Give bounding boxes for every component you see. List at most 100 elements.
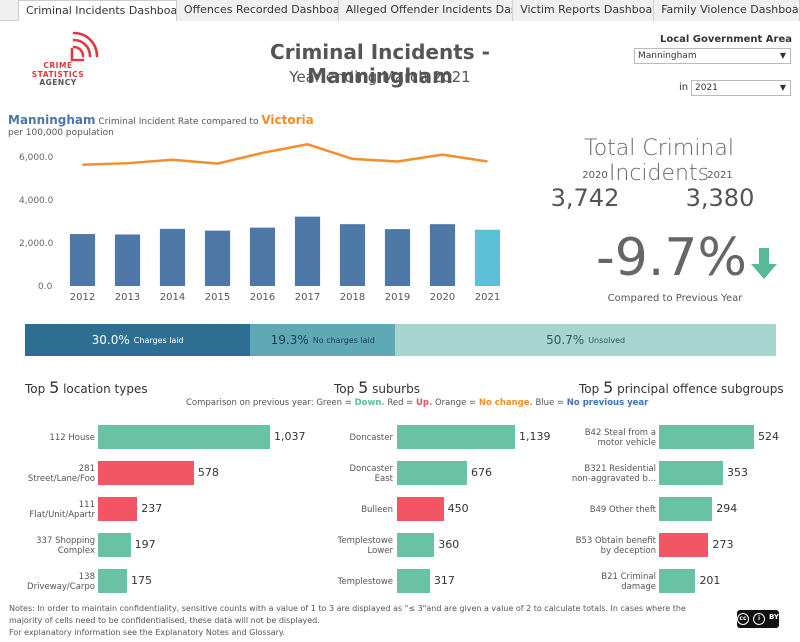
bar-label-line: damage — [621, 582, 656, 592]
y-tick-label: 4,000.0 — [19, 196, 54, 206]
bar-label-line: 111 — [78, 500, 95, 510]
bar[interactable] — [659, 461, 723, 485]
bar-label: Doncaster — [298, 425, 393, 451]
tab-4[interactable]: Family Violence Dashboard — [654, 0, 800, 21]
footnotes: Notes: In order to maintain confidential… — [9, 603, 699, 639]
rate-chart-subheading: per 100,000 population — [8, 128, 114, 138]
outcome-label: Unsolved — [588, 335, 626, 345]
bar-value: 450 — [447, 502, 469, 515]
x-tick-label: 2015 — [205, 292, 230, 303]
bar-value: 317 — [433, 574, 455, 587]
cc-icon: cc — [737, 613, 749, 625]
legend-blue: Blue — [535, 398, 555, 408]
bar[interactable] — [397, 461, 468, 485]
rate-heading-mid: Criminal Incident Rate compared to — [98, 117, 259, 127]
outcome-label: Charges laid — [133, 335, 184, 345]
bar-value: 237 — [141, 502, 163, 515]
bar-label: Doncaster East — [298, 461, 393, 487]
x-tick-label: 2019 — [385, 292, 410, 303]
bar[interactable] — [98, 569, 128, 593]
percent-change: -9.7% — [596, 228, 747, 288]
dashboard-tabs: Criminal Incidents Dashboard Offences Rec… — [0, 0, 800, 21]
tab-1[interactable]: Offences Recorded Dashboard — [176, 0, 339, 21]
bar-label: 112 House — [0, 425, 95, 451]
bar-label-line: 337 Shopping — [36, 536, 95, 546]
heading-suffix: suburbs — [372, 382, 420, 396]
outcome-segment[interactable]: 50.7% Unsolved — [395, 324, 776, 356]
bar[interactable] — [98, 461, 194, 485]
bar[interactable] — [98, 533, 131, 557]
rate-bar[interactable] — [429, 224, 456, 286]
y-tick-label: 6,000.0 — [19, 153, 54, 163]
rate-bar[interactable] — [384, 229, 411, 286]
bar[interactable] — [659, 569, 696, 593]
rate-bar[interactable] — [159, 228, 186, 286]
signal-arcs-icon — [70, 31, 99, 62]
bar-label-line: B53 Obtain benefit — [575, 536, 656, 546]
year-select-value: 2021 — [695, 83, 718, 93]
rate-bar[interactable] — [114, 234, 141, 286]
rate-bar[interactable] — [294, 216, 321, 286]
tab-3[interactable]: Victim Reports Dashboard — [513, 0, 655, 21]
x-tick-label: 2016 — [250, 292, 275, 303]
bar-label-line: East — [374, 474, 393, 484]
bar-label-line: 281 — [78, 464, 95, 474]
bar-label: B49 Other theft — [545, 497, 656, 523]
creative-commons-badge[interactable]: cc i BY — [737, 610, 779, 628]
logo-line-agency: AGENCY — [39, 78, 77, 87]
bar-label-line: B42 Steal from a — [584, 428, 656, 438]
bar[interactable] — [98, 425, 270, 449]
year-select[interactable]: 2021 ▼ — [691, 80, 791, 96]
heading-count: 5 — [49, 378, 60, 397]
legend-lead: Comparison on previous year: — [186, 398, 314, 408]
rate-heading-lga: Manningham — [8, 113, 96, 127]
bar[interactable] — [397, 533, 435, 557]
rate-bar[interactable] — [204, 230, 231, 286]
total-year-b: 2021 — [707, 170, 733, 181]
bar-label: B321 Residential non-aggravated b... — [545, 461, 656, 487]
bar-label-line: Flat/Unit/Apartr — [29, 510, 95, 520]
x-tick-label: 2018 — [340, 292, 365, 303]
bar[interactable] — [659, 425, 754, 449]
bar-label-line: by deception — [600, 546, 656, 556]
chevron-down-icon: ▼ — [779, 83, 786, 92]
note-line: majority of cells need to be confidentia… — [9, 616, 320, 625]
legend-orange-word: No change. — [478, 398, 533, 408]
rate-bar[interactable] — [474, 229, 501, 286]
year-filter-label: in — [679, 82, 689, 93]
legend-green-word: Down. — [354, 398, 385, 408]
tab-0[interactable]: Criminal Incidents Dashboard — [18, 0, 177, 21]
outcome-segment[interactable]: 19.3% No charges laid — [250, 324, 396, 356]
total-incidents-title: Total Criminal Incidents — [584, 136, 734, 186]
bar-label: 337 Shopping Complex — [0, 533, 95, 559]
lga-select[interactable]: Manningham ▼ — [634, 48, 791, 64]
comparison-legend: Comparison on previous year: Green = Dow… — [186, 398, 649, 408]
bar-value: 273 — [712, 538, 734, 551]
outcome-percent: 50.7% — [546, 333, 585, 347]
lga-filter-label: Local Government Area — [659, 34, 792, 45]
legend-green: Green — [316, 398, 343, 408]
bar[interactable] — [397, 569, 430, 593]
heading-count: 5 — [603, 378, 614, 397]
bar[interactable] — [659, 533, 709, 557]
bar-label-line: 138 — [78, 572, 95, 582]
outcome-segment[interactable]: 30.0% Charges laid — [25, 324, 251, 356]
rate-bar[interactable] — [339, 224, 366, 286]
change-caption: Compared to Previous Year — [607, 293, 743, 304]
bar[interactable] — [659, 497, 713, 521]
bar[interactable] — [397, 425, 515, 449]
rate-bar[interactable] — [69, 234, 96, 286]
bar-label-line: Templestowe — [337, 577, 393, 587]
bar-label-line: motor vehicle — [597, 438, 656, 448]
rate-bar[interactable] — [249, 227, 276, 286]
bar-label: B21 Criminal damage — [545, 569, 656, 595]
legend-blue-word: No previous year — [566, 398, 649, 408]
page-title: Criminal Incidents - Manningham — [270, 40, 490, 88]
bar[interactable] — [397, 497, 444, 521]
tab-2[interactable]: Alleged Offender Incidents Das... — [338, 0, 514, 21]
bar-label: 281 Street/Lane/Foo — [0, 461, 95, 487]
bar-label: Bulleen — [298, 497, 393, 523]
bar[interactable] — [98, 497, 138, 521]
victoria-rate-line[interactable] — [82, 143, 488, 166]
heading-suffix: principal offence subgroups — [617, 382, 784, 396]
